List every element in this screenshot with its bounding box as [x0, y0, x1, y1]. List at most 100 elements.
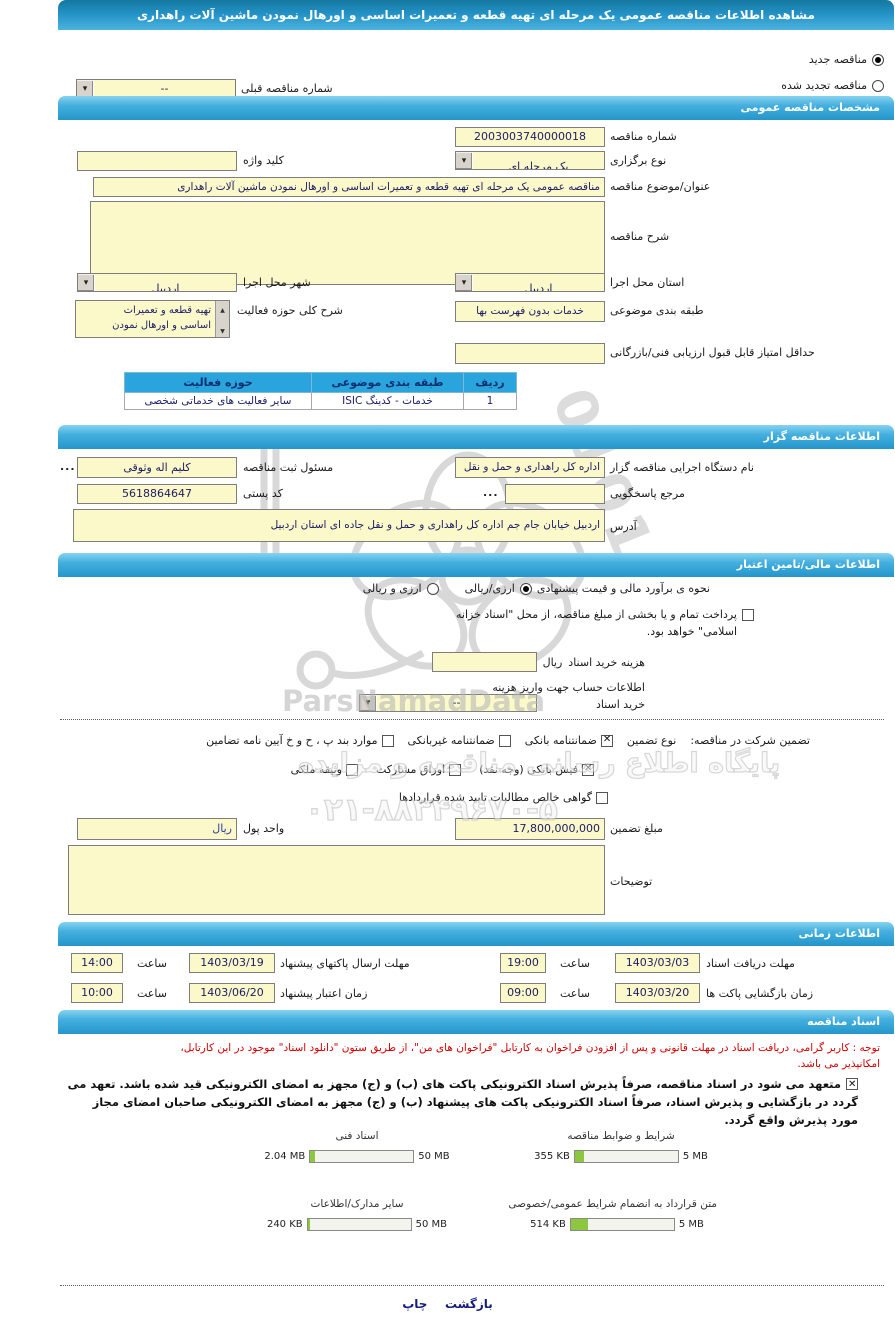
dropdown-arrow-icon[interactable] [78, 274, 95, 291]
checkbox-nonbank-guarantee-label: ضمانتنامه غیربانکی [407, 734, 495, 747]
activity-scope-label: شرح کلی حوزه فعالیت [237, 304, 343, 317]
min-score-field[interactable] [455, 343, 605, 364]
response-authority-label: مرجع پاسخگویی [610, 487, 685, 500]
radio-currency-and-rial-label: ارزی و ریالی [362, 582, 422, 595]
dropdown-arrow-icon[interactable] [77, 80, 94, 97]
radio-currency-and-rial-icon[interactable] [426, 582, 439, 595]
document-cost-field[interactable] [431, 652, 537, 672]
dropdown-arrow-icon[interactable] [456, 152, 473, 169]
classification-table: ردیف طبقه بندی موضوعی حوزه فعالیت 1 خدما… [124, 372, 517, 410]
postal-code-field[interactable]: 5618864647 [77, 484, 237, 504]
subject-field[interactable]: مناقصه عمومی یک مرحله ای تهیه قطعه و تعم… [93, 177, 605, 197]
address-label: آدرس [610, 520, 637, 533]
classification-field[interactable]: خدمات بدون فهرست بها [455, 301, 605, 322]
city-label: شهر محل اجرا [243, 276, 311, 289]
print-link[interactable]: چاپ [402, 1297, 428, 1311]
city-value: اردبیل [151, 282, 180, 291]
progress-fill [574, 1151, 585, 1162]
upload-other-docs-progress: 240 KB 50 MB [262, 1218, 452, 1231]
radio-currency-rial-icon[interactable] [519, 582, 532, 595]
checkbox-participation-bonds-icon[interactable] [449, 763, 462, 776]
validity-date-field[interactable]: 1403/06/20 [189, 983, 275, 1003]
postal-code-label: کد پستی [243, 487, 283, 500]
checkbox-bank-guarantee-icon[interactable] [600, 734, 613, 747]
checkbox-group-property-collateral[interactable]: وثیقه ملکی [291, 763, 358, 776]
province-select[interactable]: اردبیل [455, 273, 605, 292]
treasury-checkbox[interactable] [742, 609, 754, 621]
deposit-account-select[interactable]: -- [359, 694, 537, 712]
receive-deadline-time-field[interactable]: 19:00 [500, 953, 546, 973]
city-select[interactable]: اردبیل [77, 273, 237, 292]
upload-technical-docs: اسناد فنی 2.04 MB 50 MB [262, 1130, 452, 1163]
checkbox-regulation-clauses-icon[interactable] [381, 734, 394, 747]
registrar-field[interactable]: کلیم اله وثوقی [77, 457, 237, 478]
radio-renewed-tender-icon[interactable] [872, 79, 884, 92]
upload-contract-text: متن قرارداد به انضمام شرایط عمومی/خصوصی … [508, 1198, 717, 1231]
holding-type-select[interactable]: یک مرحله ای [455, 151, 605, 170]
dropdown-arrow-icon[interactable] [456, 274, 473, 291]
guarantee-amount-field[interactable]: 17,800,000,000 [455, 818, 605, 840]
checkbox-property-collateral-icon[interactable] [346, 763, 358, 776]
checkbox-bank-deposit-icon[interactable] [582, 763, 594, 776]
guarantee-title: تضمین شرکت در مناقصه: [690, 734, 810, 747]
send-deadline-time-field[interactable]: 14:00 [71, 953, 123, 973]
electronic-signature-commitment: متعهد می شود در اسناد مناقصه، صرفاً پذیر… [62, 1076, 858, 1129]
upload-max: 5 MB [678, 1219, 704, 1230]
cell-row-number: 1 [463, 392, 517, 410]
deposit-account-label-line2: خرید اسناد [595, 697, 645, 711]
footer-links: بازگشت چاپ [0, 1297, 895, 1311]
checkbox-group-regulation-clauses[interactable]: موارد بند پ ، ح و خ آیین نامه تضامین [206, 734, 394, 747]
checkbox-group-nonbank-guarantee[interactable]: ضمانتنامه غیربانکی [408, 734, 511, 747]
radio-new-tender-icon[interactable] [872, 53, 884, 66]
executive-org-field[interactable]: اداره کل راهداری و حمل و نقل [455, 457, 605, 478]
download-note-line1: توجه : کاربر گرامی، دریافت اسناد در مهلت… [180, 1042, 880, 1054]
notes-textarea[interactable] [68, 845, 605, 915]
table-row: 1 خدمات - کدینگ ISIC سایر فعالیت های خدم… [124, 392, 517, 410]
progress-bar [306, 1218, 412, 1231]
progress-fill [307, 1219, 310, 1230]
holding-type-label: نوع برگزاری [610, 154, 667, 167]
upload-size: 240 KB [266, 1219, 303, 1230]
description-textarea[interactable] [90, 201, 605, 285]
checkbox-group-bank-guarantee[interactable]: ضمانتنامه بانکی [525, 734, 613, 747]
activity-scope-listbox[interactable]: تهیه قطعه و تعمیرات اساسی و اورهال نمودن [75, 300, 230, 338]
checkbox-approved-claims-icon[interactable] [596, 791, 608, 804]
guarantee-type-row1: تضمین شرکت در مناقصه: نوع تضمین ضمانتنام… [206, 734, 810, 748]
address-field[interactable]: اردبیل خیابان جام جم اداره کل راهداری و … [73, 509, 605, 542]
scroll-up-icon[interactable] [220, 302, 225, 315]
upload-size: 2.04 MB [264, 1151, 306, 1162]
opening-time-field[interactable]: 09:00 [500, 983, 546, 1003]
keyword-field[interactable] [77, 151, 237, 171]
scroll-down-icon[interactable] [220, 323, 225, 336]
checkbox-commitment-icon[interactable] [846, 1077, 858, 1093]
radio-group-new-tender[interactable]: مناقصه جدید [809, 53, 884, 66]
hour-label: ساعت [560, 987, 590, 1000]
send-deadline-date-field[interactable]: 1403/03/19 [189, 953, 275, 973]
dropdown-arrow-icon[interactable] [360, 695, 377, 711]
tender-number-field[interactable]: 2003003740000018 [455, 127, 605, 147]
listbox-scrollbar[interactable] [215, 301, 229, 337]
classification-label: طبقه بندی موضوعی [610, 304, 704, 317]
back-link[interactable]: بازگشت [444, 1297, 493, 1311]
prev-tender-number-label: شماره مناقصه قبلی [241, 82, 333, 95]
section-header-documents: اسناد مناقصه [58, 1010, 894, 1034]
province-label: استان محل اجرا [610, 276, 685, 289]
currency-unit-field[interactable]: ریال [77, 818, 237, 840]
prev-tender-number-value: -- [160, 82, 169, 95]
min-score-label: حداقل امتیاز قابل قبول ارزیابی فنی/بازرگ… [610, 346, 815, 359]
currency-unit-label: واحد پول [243, 822, 285, 835]
registrar-more-button[interactable]: ... [60, 460, 76, 473]
radio-group-renewed-tender[interactable]: مناقصه تجدید شده [781, 79, 884, 92]
opening-time-label: زمان بازگشایی پاکت ها [706, 987, 814, 1000]
checkbox-nonbank-guarantee-icon[interactable] [498, 734, 511, 747]
treasury-text: پرداخت تمام و یا بخشی از مبلغ مناقصه، از… [456, 608, 737, 638]
checkbox-group-bank-deposit[interactable]: فیش بانکی (وجه نقد) [479, 763, 594, 776]
checkbox-group-participation-bonds[interactable]: اوراق مشارکت [376, 763, 462, 776]
validity-time-field[interactable]: 10:00 [71, 983, 123, 1003]
response-authority-more-button[interactable]: ... [483, 486, 499, 499]
response-authority-field[interactable] [505, 484, 605, 504]
dotted-divider [60, 719, 884, 720]
receive-deadline-label: مهلت دریافت اسناد [706, 957, 795, 970]
receive-deadline-date-field[interactable]: 1403/03/03 [615, 953, 700, 973]
opening-date-field[interactable]: 1403/03/20 [615, 983, 700, 1003]
